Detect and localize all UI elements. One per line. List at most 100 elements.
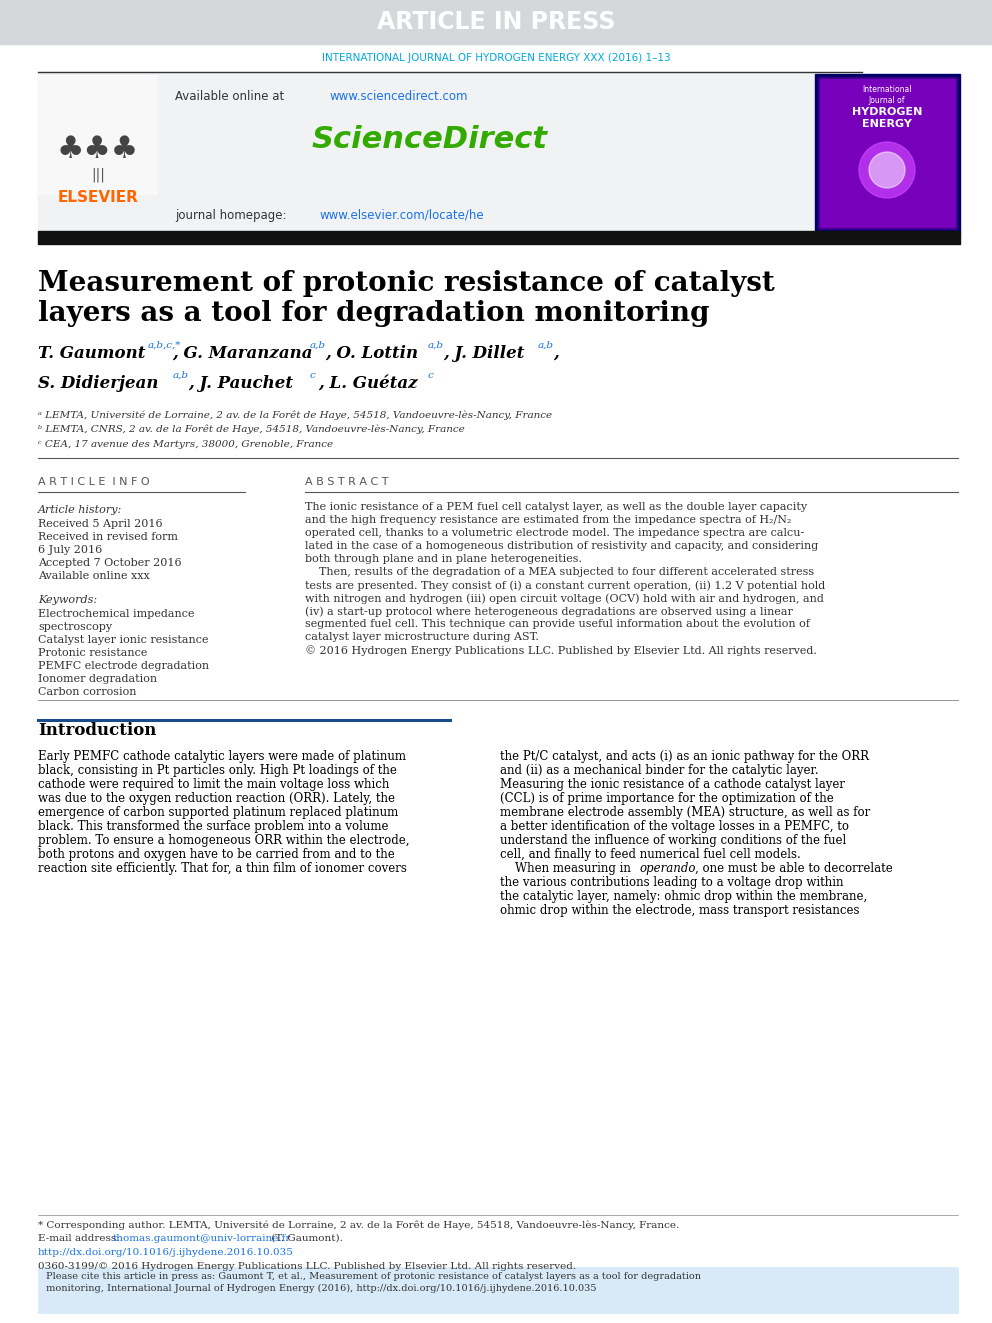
Text: ohmic drop within the electrode, mass transport resistances: ohmic drop within the electrode, mass tr…: [500, 904, 859, 917]
Text: with nitrogen and hydrogen (iii) open circuit voltage (OCV) hold with air and hy: with nitrogen and hydrogen (iii) open ci…: [305, 593, 824, 603]
Text: Received in revised form: Received in revised form: [38, 532, 178, 542]
Text: INTERNATIONAL JOURNAL OF HYDROGEN ENERGY XXX (2016) 1–13: INTERNATIONAL JOURNAL OF HYDROGEN ENERGY…: [321, 53, 671, 64]
Text: layers as a tool for degradation monitoring: layers as a tool for degradation monitor…: [38, 300, 709, 327]
Bar: [815, 74, 960, 232]
Text: the various contributions leading to a voltage drop within: the various contributions leading to a v…: [500, 876, 843, 889]
Text: cathode were required to limit the main voltage loss which: cathode were required to limit the main …: [38, 778, 390, 791]
Text: Please cite this article in press as: Gaumont T, et al., Measurement of protonic: Please cite this article in press as: Ga…: [46, 1271, 701, 1281]
Text: operando: operando: [640, 863, 696, 875]
Text: S. Didierjean: S. Didierjean: [38, 374, 165, 392]
Text: Catalyst layer ionic resistance: Catalyst layer ionic resistance: [38, 635, 208, 646]
Text: ♣♣♣: ♣♣♣: [57, 135, 139, 164]
Text: Keywords:: Keywords:: [38, 595, 97, 605]
Bar: [38, 232, 960, 243]
Text: ᶜ CEA, 17 avenue des Martyrs, 38000, Grenoble, France: ᶜ CEA, 17 avenue des Martyrs, 38000, Gre…: [38, 441, 333, 448]
Text: , one must be able to decorrelate: , one must be able to decorrelate: [695, 863, 893, 875]
Text: Then, results of the degradation of a MEA subjected to four different accelerate: Then, results of the degradation of a ME…: [305, 568, 814, 577]
Text: thomas.gaumont@univ-lorraine.fr: thomas.gaumont@univ-lorraine.fr: [113, 1234, 292, 1244]
Text: , J. Dillet: , J. Dillet: [443, 345, 530, 363]
Text: * Corresponding author. LEMTA, Université de Lorraine, 2 av. de la Forêt de Haye: * Corresponding author. LEMTA, Universit…: [38, 1220, 680, 1229]
Text: Available online at: Available online at: [175, 90, 288, 103]
Text: c: c: [428, 370, 434, 380]
Text: membrane electrode assembly (MEA) structure, as well as for: membrane electrode assembly (MEA) struct…: [500, 806, 870, 819]
Text: operated cell, thanks to a volumetric electrode model. The impedance spectra are: operated cell, thanks to a volumetric el…: [305, 528, 805, 538]
Text: catalyst layer microstructure during AST.: catalyst layer microstructure during AST…: [305, 632, 539, 642]
Text: the catalytic layer, namely: ohmic drop within the membrane,: the catalytic layer, namely: ohmic drop …: [500, 890, 867, 904]
Text: Received 5 April 2016: Received 5 April 2016: [38, 519, 163, 529]
Text: (T. Gaumont).: (T. Gaumont).: [268, 1234, 343, 1244]
Bar: [0, 0, 992, 44]
Text: a better identification of the voltage losses in a PEMFC, to: a better identification of the voltage l…: [500, 820, 849, 833]
Text: T. Gaumont: T. Gaumont: [38, 345, 151, 363]
Text: The ionic resistance of a PEM fuel cell catalyst layer, as well as the double la: The ionic resistance of a PEM fuel cell …: [305, 501, 807, 512]
Text: Protonic resistance: Protonic resistance: [38, 648, 148, 658]
Text: (CCL) is of prime importance for the optimization of the: (CCL) is of prime importance for the opt…: [500, 792, 833, 804]
Text: Available online xxx: Available online xxx: [38, 572, 150, 581]
Bar: [38, 1267, 958, 1312]
Text: the Pt/C catalyst, and acts (i) as an ionic pathway for the ORR: the Pt/C catalyst, and acts (i) as an io…: [500, 750, 869, 763]
Text: Electrochemical impedance: Electrochemical impedance: [38, 609, 194, 619]
Text: a,b: a,b: [173, 370, 189, 380]
Text: E-mail address:: E-mail address:: [38, 1234, 123, 1244]
Bar: [38, 71, 814, 232]
Text: ELSEVIER: ELSEVIER: [58, 191, 139, 205]
Text: both through plane and in plane heterogeneities.: both through plane and in plane heteroge…: [305, 554, 582, 564]
Text: Measuring the ionic resistance of a cathode catalyst layer: Measuring the ionic resistance of a cath…: [500, 778, 845, 791]
Text: c: c: [310, 370, 315, 380]
Text: black. This transformed the surface problem into a volume: black. This transformed the surface prob…: [38, 820, 389, 833]
Text: www.sciencedirect.com: www.sciencedirect.com: [330, 90, 468, 103]
Text: segmented fuel cell. This technique can provide useful information about the evo: segmented fuel cell. This technique can …: [305, 619, 809, 628]
Text: reaction site efficiently. That for, a thin film of ionomer covers: reaction site efficiently. That for, a t…: [38, 863, 407, 875]
Text: a,b: a,b: [310, 341, 326, 351]
Bar: [820, 79, 955, 228]
Text: monitoring, International Journal of Hydrogen Energy (2016), http://dx.doi.org/1: monitoring, International Journal of Hyd…: [46, 1285, 596, 1293]
Bar: [38, 75, 158, 194]
Text: ᵃ LEMTA, Université de Lorraine, 2 av. de la Forêt de Haye, 54518, Vandoeuvre-lè: ᵃ LEMTA, Université de Lorraine, 2 av. d…: [38, 410, 553, 419]
Bar: [818, 77, 957, 229]
Text: spectroscopy: spectroscopy: [38, 622, 112, 632]
Text: Introduction: Introduction: [38, 722, 157, 740]
Text: Measurement of protonic resistance of catalyst: Measurement of protonic resistance of ca…: [38, 270, 775, 296]
Text: understand the influence of working conditions of the fuel: understand the influence of working cond…: [500, 833, 846, 847]
Text: www.elsevier.com/locate/he: www.elsevier.com/locate/he: [320, 209, 485, 221]
Text: HYDROGEN
ENERGY: HYDROGEN ENERGY: [852, 107, 923, 128]
Text: , J. Pauchet: , J. Pauchet: [188, 374, 299, 392]
Text: cell, and finally to feed numerical fuel cell models.: cell, and finally to feed numerical fuel…: [500, 848, 801, 861]
Text: A B S T R A C T: A B S T R A C T: [305, 478, 389, 487]
Text: International
Journal of: International Journal of: [862, 85, 912, 105]
Text: PEMFC electrode degradation: PEMFC electrode degradation: [38, 662, 209, 671]
Text: http://dx.doi.org/10.1016/j.ijhydene.2016.10.035: http://dx.doi.org/10.1016/j.ijhydene.201…: [38, 1248, 294, 1257]
Text: 6 July 2016: 6 July 2016: [38, 545, 102, 556]
Text: and (ii) as a mechanical binder for the catalytic layer.: and (ii) as a mechanical binder for the …: [500, 763, 818, 777]
Text: Carbon corrosion: Carbon corrosion: [38, 687, 137, 697]
Text: ARTICLE IN PRESS: ARTICLE IN PRESS: [377, 11, 615, 34]
Circle shape: [869, 152, 905, 188]
Text: ScienceDirect: ScienceDirect: [312, 126, 548, 155]
Text: ,: ,: [553, 345, 558, 363]
Text: a,b,c,*: a,b,c,*: [148, 341, 182, 351]
Text: © 2016 Hydrogen Energy Publications LLC. Published by Elsevier Ltd. All rights r: © 2016 Hydrogen Energy Publications LLC.…: [305, 646, 816, 656]
Circle shape: [859, 142, 915, 198]
Text: |||: |||: [91, 168, 105, 183]
Text: ᵇ LEMTA, CNRS, 2 av. de la Forêt de Haye, 54518, Vandoeuvre-lès-Nancy, France: ᵇ LEMTA, CNRS, 2 av. de la Forêt de Haye…: [38, 425, 464, 434]
Text: a,b: a,b: [538, 341, 554, 351]
Text: Ionomer degradation: Ionomer degradation: [38, 673, 157, 684]
Text: A R T I C L E  I N F O: A R T I C L E I N F O: [38, 478, 150, 487]
Text: problem. To ensure a homogeneous ORR within the electrode,: problem. To ensure a homogeneous ORR wit…: [38, 833, 410, 847]
Text: lated in the case of a homogeneous distribution of resistivity and capacity, and: lated in the case of a homogeneous distr…: [305, 541, 818, 550]
Text: 0360-3199/© 2016 Hydrogen Energy Publications LLC. Published by Elsevier Ltd. Al: 0360-3199/© 2016 Hydrogen Energy Publica…: [38, 1262, 576, 1271]
Text: , G. Maranzana: , G. Maranzana: [172, 345, 318, 363]
Text: Accepted 7 October 2016: Accepted 7 October 2016: [38, 558, 182, 568]
Text: emergence of carbon supported platinum replaced platinum: emergence of carbon supported platinum r…: [38, 806, 398, 819]
Text: a,b: a,b: [428, 341, 444, 351]
Text: When measuring in: When measuring in: [500, 863, 635, 875]
Text: (iv) a start-up protocol where heterogeneous degradations are observed using a l: (iv) a start-up protocol where heterogen…: [305, 606, 793, 617]
Text: , L. Guétaz: , L. Guétaz: [318, 374, 424, 392]
Text: and the high frequency resistance are estimated from the impedance spectra of H₂: and the high frequency resistance are es…: [305, 515, 792, 525]
Text: was due to the oxygen reduction reaction (ORR). Lately, the: was due to the oxygen reduction reaction…: [38, 792, 395, 804]
Text: Early PEMFC cathode catalytic layers were made of platinum: Early PEMFC cathode catalytic layers wer…: [38, 750, 406, 763]
Text: tests are presented. They consist of (i) a constant current operation, (ii) 1.2 : tests are presented. They consist of (i)…: [305, 579, 825, 590]
Text: black, consisting in Pt particles only. High Pt loadings of the: black, consisting in Pt particles only. …: [38, 763, 397, 777]
Text: , O. Lottin: , O. Lottin: [325, 345, 424, 363]
Text: Article history:: Article history:: [38, 505, 122, 515]
